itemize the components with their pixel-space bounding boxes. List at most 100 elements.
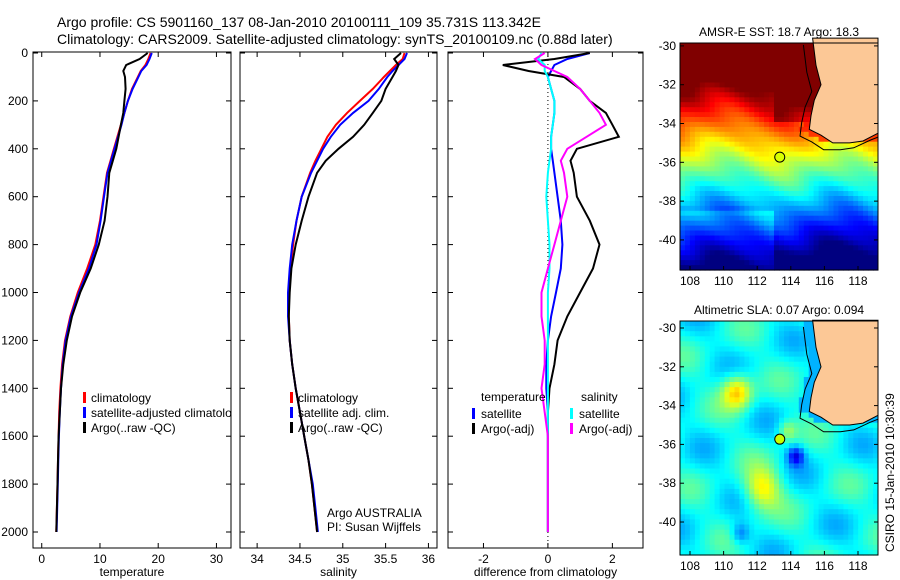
map-cell (744, 176, 750, 182)
map-cell (774, 443, 780, 449)
map-cell (709, 112, 716, 118)
map-cell (793, 458, 800, 464)
map-cell (818, 458, 825, 464)
map-cell (689, 397, 696, 403)
map-cell (853, 443, 859, 449)
map-cell (754, 72, 760, 79)
map-cell (793, 92, 800, 98)
map-cell (759, 156, 765, 162)
map-cell (744, 351, 750, 358)
map-cell (798, 488, 805, 495)
map-cell (724, 326, 730, 332)
map-cell (823, 230, 829, 236)
map-cell (724, 468, 730, 475)
map-cell (769, 397, 775, 403)
map-cell (754, 341, 760, 347)
map-cell (803, 402, 810, 409)
map-cell (784, 97, 790, 103)
map-cell (813, 351, 820, 358)
map-cell (774, 402, 780, 409)
map-cell (749, 387, 755, 393)
map-cell (719, 412, 726, 419)
map-cell (808, 458, 815, 464)
map-cell (774, 544, 780, 551)
map-cell (714, 443, 721, 449)
map-cell (754, 87, 760, 93)
map-cell (724, 488, 730, 495)
map-cell (680, 245, 686, 251)
map-cell (774, 255, 780, 261)
map-cell (788, 458, 795, 464)
map-cell (838, 215, 844, 222)
map-cell (798, 438, 805, 444)
map-cell (709, 117, 716, 123)
map-cell (853, 171, 859, 177)
map-cell (764, 57, 770, 64)
map-cell (759, 402, 765, 409)
map-cell (729, 544, 735, 551)
map-cell (769, 448, 775, 454)
map-cell (709, 57, 716, 64)
map-cell (774, 200, 780, 207)
map-cell (798, 326, 805, 332)
map-cell (724, 473, 730, 480)
map-cell (689, 377, 696, 383)
map-cell (759, 514, 765, 520)
map-cell (798, 499, 805, 505)
map-cell (764, 427, 770, 434)
map-cell (749, 107, 755, 113)
map-cell (828, 166, 834, 172)
map-cell (764, 539, 770, 546)
map-cell (704, 361, 711, 368)
map-cell (784, 326, 790, 332)
map-cell (739, 196, 745, 202)
map-cell (694, 265, 701, 271)
map-cell (769, 326, 775, 332)
map-cell (729, 407, 735, 414)
map-cell (774, 336, 780, 342)
map-cell (689, 387, 696, 393)
map-cell (828, 427, 834, 434)
map-cell (774, 448, 780, 454)
map-cell (793, 387, 800, 393)
map-cell (754, 326, 760, 332)
map-cell (818, 539, 825, 546)
map-cell (769, 371, 775, 378)
map-cell (793, 448, 800, 454)
map-cell (680, 240, 686, 246)
map-cell (858, 156, 864, 162)
map-cell (739, 57, 745, 64)
map-cell (803, 483, 810, 490)
map-cell (724, 255, 730, 261)
map-cell (689, 171, 696, 177)
map-cell (863, 255, 869, 261)
map-cell (868, 191, 874, 197)
map-cell (769, 166, 775, 172)
map-cell (828, 230, 834, 236)
map-cell (793, 245, 800, 251)
map-cell (719, 361, 726, 368)
map-cell (689, 412, 696, 419)
map-cell (828, 255, 834, 261)
map-cell (714, 509, 721, 515)
map-cell (680, 458, 686, 464)
map-cell (680, 483, 686, 490)
x-axis-label: difference from climatology (474, 565, 617, 579)
map-cell (704, 346, 711, 353)
map-cell (759, 412, 765, 419)
map-cell (685, 387, 691, 393)
map-cell (754, 519, 760, 526)
map-cell (774, 220, 780, 227)
map-cell (863, 458, 869, 464)
map-cell (769, 250, 775, 256)
map-cell (734, 539, 740, 546)
map-cell (744, 87, 750, 93)
map-cell (798, 478, 805, 485)
map-cell (680, 377, 686, 383)
x-axis-label: temperature (100, 565, 165, 579)
map-cell (808, 235, 815, 241)
map-cell (704, 97, 711, 103)
map-cell (774, 131, 780, 138)
map-cell (793, 534, 800, 541)
map-cell (694, 539, 701, 546)
